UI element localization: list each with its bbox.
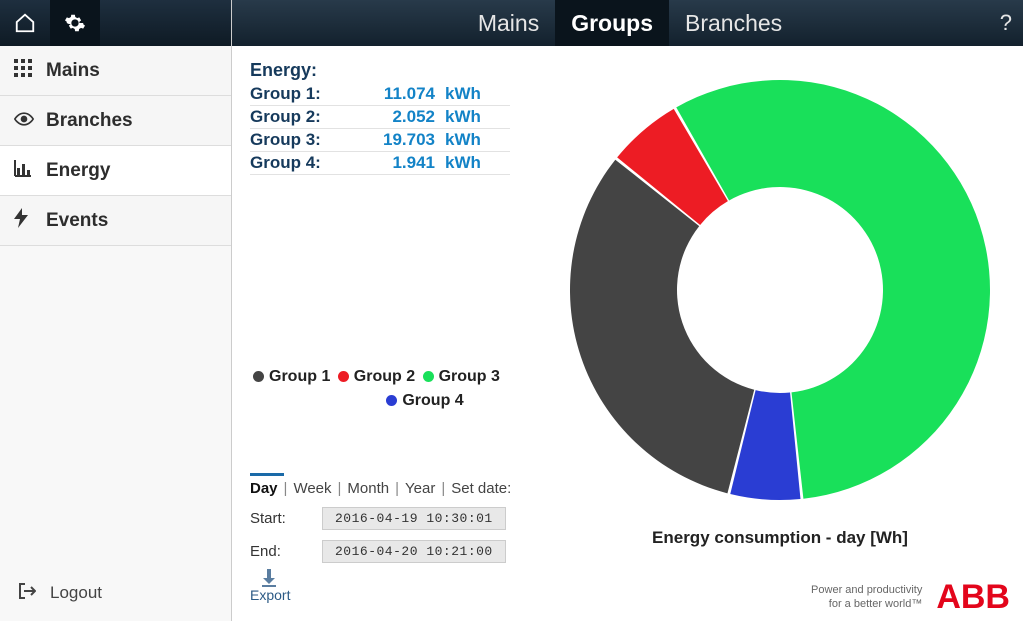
- help-icon[interactable]: ?: [1000, 0, 1012, 46]
- group-label: Group 2:: [250, 106, 353, 129]
- sidebar-item-mains[interactable]: Mains: [0, 46, 231, 96]
- eye-icon: [14, 110, 46, 131]
- right-column: Energy consumption - day [Wh]: [550, 60, 1010, 615]
- sidebar-item-energy[interactable]: Energy: [0, 146, 231, 196]
- main: Mains Groups Branches ? Energy: Group 1:…: [232, 0, 1023, 621]
- start-label: Start:: [250, 510, 322, 527]
- top-tabs: Mains Groups Branches: [462, 0, 798, 46]
- table-row: Group 3: 19.703 kWh: [250, 129, 510, 152]
- group-value: 2.052: [353, 106, 445, 129]
- gear-icon[interactable]: [50, 0, 100, 46]
- table-row: Group 4: 1.941 kWh: [250, 152, 510, 175]
- logout-button[interactable]: Logout: [0, 565, 231, 621]
- range-item-week[interactable]: Week: [293, 480, 331, 497]
- tagline-line: for a better world™: [829, 598, 923, 610]
- start-date-input[interactable]: 2016-04-19 10:30:01: [322, 507, 506, 530]
- footer: Power and productivity for a better worl…: [811, 578, 1010, 617]
- sidebar-topbar: [0, 0, 231, 46]
- sidebar-item-label: Energy: [46, 160, 110, 182]
- start-date-row: Start: 2016-04-19 10:30:01: [250, 507, 550, 530]
- left-column: Energy: Group 1: 11.074 kWh Group 2: 2.0…: [250, 60, 550, 615]
- tagline-line: Power and productivity: [811, 584, 922, 596]
- group-unit: kWh: [445, 106, 510, 129]
- chart-legend: Group 1 Group 2 Group 3 Group 4: [250, 365, 550, 413]
- tab-groups[interactable]: Groups: [555, 0, 669, 46]
- sidebar-item-label: Events: [46, 210, 108, 232]
- table-row: Group 2: 2.052 kWh: [250, 106, 510, 129]
- tab-branches[interactable]: Branches: [669, 0, 798, 46]
- group-value: 19.703: [353, 129, 445, 152]
- bolt-icon: [14, 208, 46, 233]
- sidebar: Mains Branches Energy Events: [0, 0, 232, 621]
- sidebar-item-branches[interactable]: Branches: [0, 96, 231, 146]
- logout-icon: [18, 583, 50, 604]
- group-value: 11.074: [353, 83, 445, 106]
- range-tabs: Day|Week|Month|Year|Set date:: [250, 473, 550, 497]
- home-icon[interactable]: [0, 0, 50, 46]
- group-label: Group 3:: [250, 129, 353, 152]
- sidebar-item-label: Mains: [46, 60, 100, 82]
- export-label: Export: [250, 587, 290, 603]
- download-icon: [260, 569, 278, 587]
- group-unit: kWh: [445, 129, 510, 152]
- topbar: Mains Groups Branches ?: [232, 0, 1023, 46]
- group-value: 1.941: [353, 152, 445, 175]
- group-label: Group 1:: [250, 83, 353, 106]
- sidebar-nav: Mains Branches Energy Events: [0, 46, 231, 565]
- range-item-day[interactable]: Day: [250, 480, 278, 497]
- donut-slice-group 1[interactable]: [570, 160, 754, 494]
- grid-icon: [14, 59, 46, 82]
- brand-logo: ABB: [936, 578, 1010, 617]
- energy-table: Group 1: 11.074 kWh Group 2: 2.052 kWh G…: [250, 83, 510, 175]
- bars-icon: [14, 159, 46, 182]
- brand-tagline: Power and productivity for a better worl…: [811, 584, 922, 612]
- table-row: Group 1: 11.074 kWh: [250, 83, 510, 106]
- sidebar-item-label: Branches: [46, 110, 133, 132]
- range-active-indicator: [250, 473, 284, 476]
- logout-label: Logout: [50, 583, 102, 603]
- donut-chart: [550, 60, 1010, 520]
- sidebar-item-events[interactable]: Events: [0, 196, 231, 246]
- range-item-month[interactable]: Month: [347, 480, 389, 497]
- end-label: End:: [250, 543, 322, 560]
- export-button[interactable]: Export: [250, 569, 550, 603]
- group-label: Group 4:: [250, 152, 353, 175]
- chart-title: Energy consumption - day [Wh]: [652, 528, 908, 548]
- range-item-year[interactable]: Year: [405, 480, 435, 497]
- tab-mains[interactable]: Mains: [462, 0, 555, 46]
- group-unit: kWh: [445, 152, 510, 175]
- range-item-set date:[interactable]: Set date:: [451, 480, 511, 497]
- energy-heading: Energy:: [250, 60, 550, 81]
- end-date-input[interactable]: 2016-04-20 10:21:00: [322, 540, 506, 563]
- group-unit: kWh: [445, 83, 510, 106]
- content: Energy: Group 1: 11.074 kWh Group 2: 2.0…: [232, 46, 1023, 621]
- end-date-row: End: 2016-04-20 10:21:00: [250, 540, 550, 563]
